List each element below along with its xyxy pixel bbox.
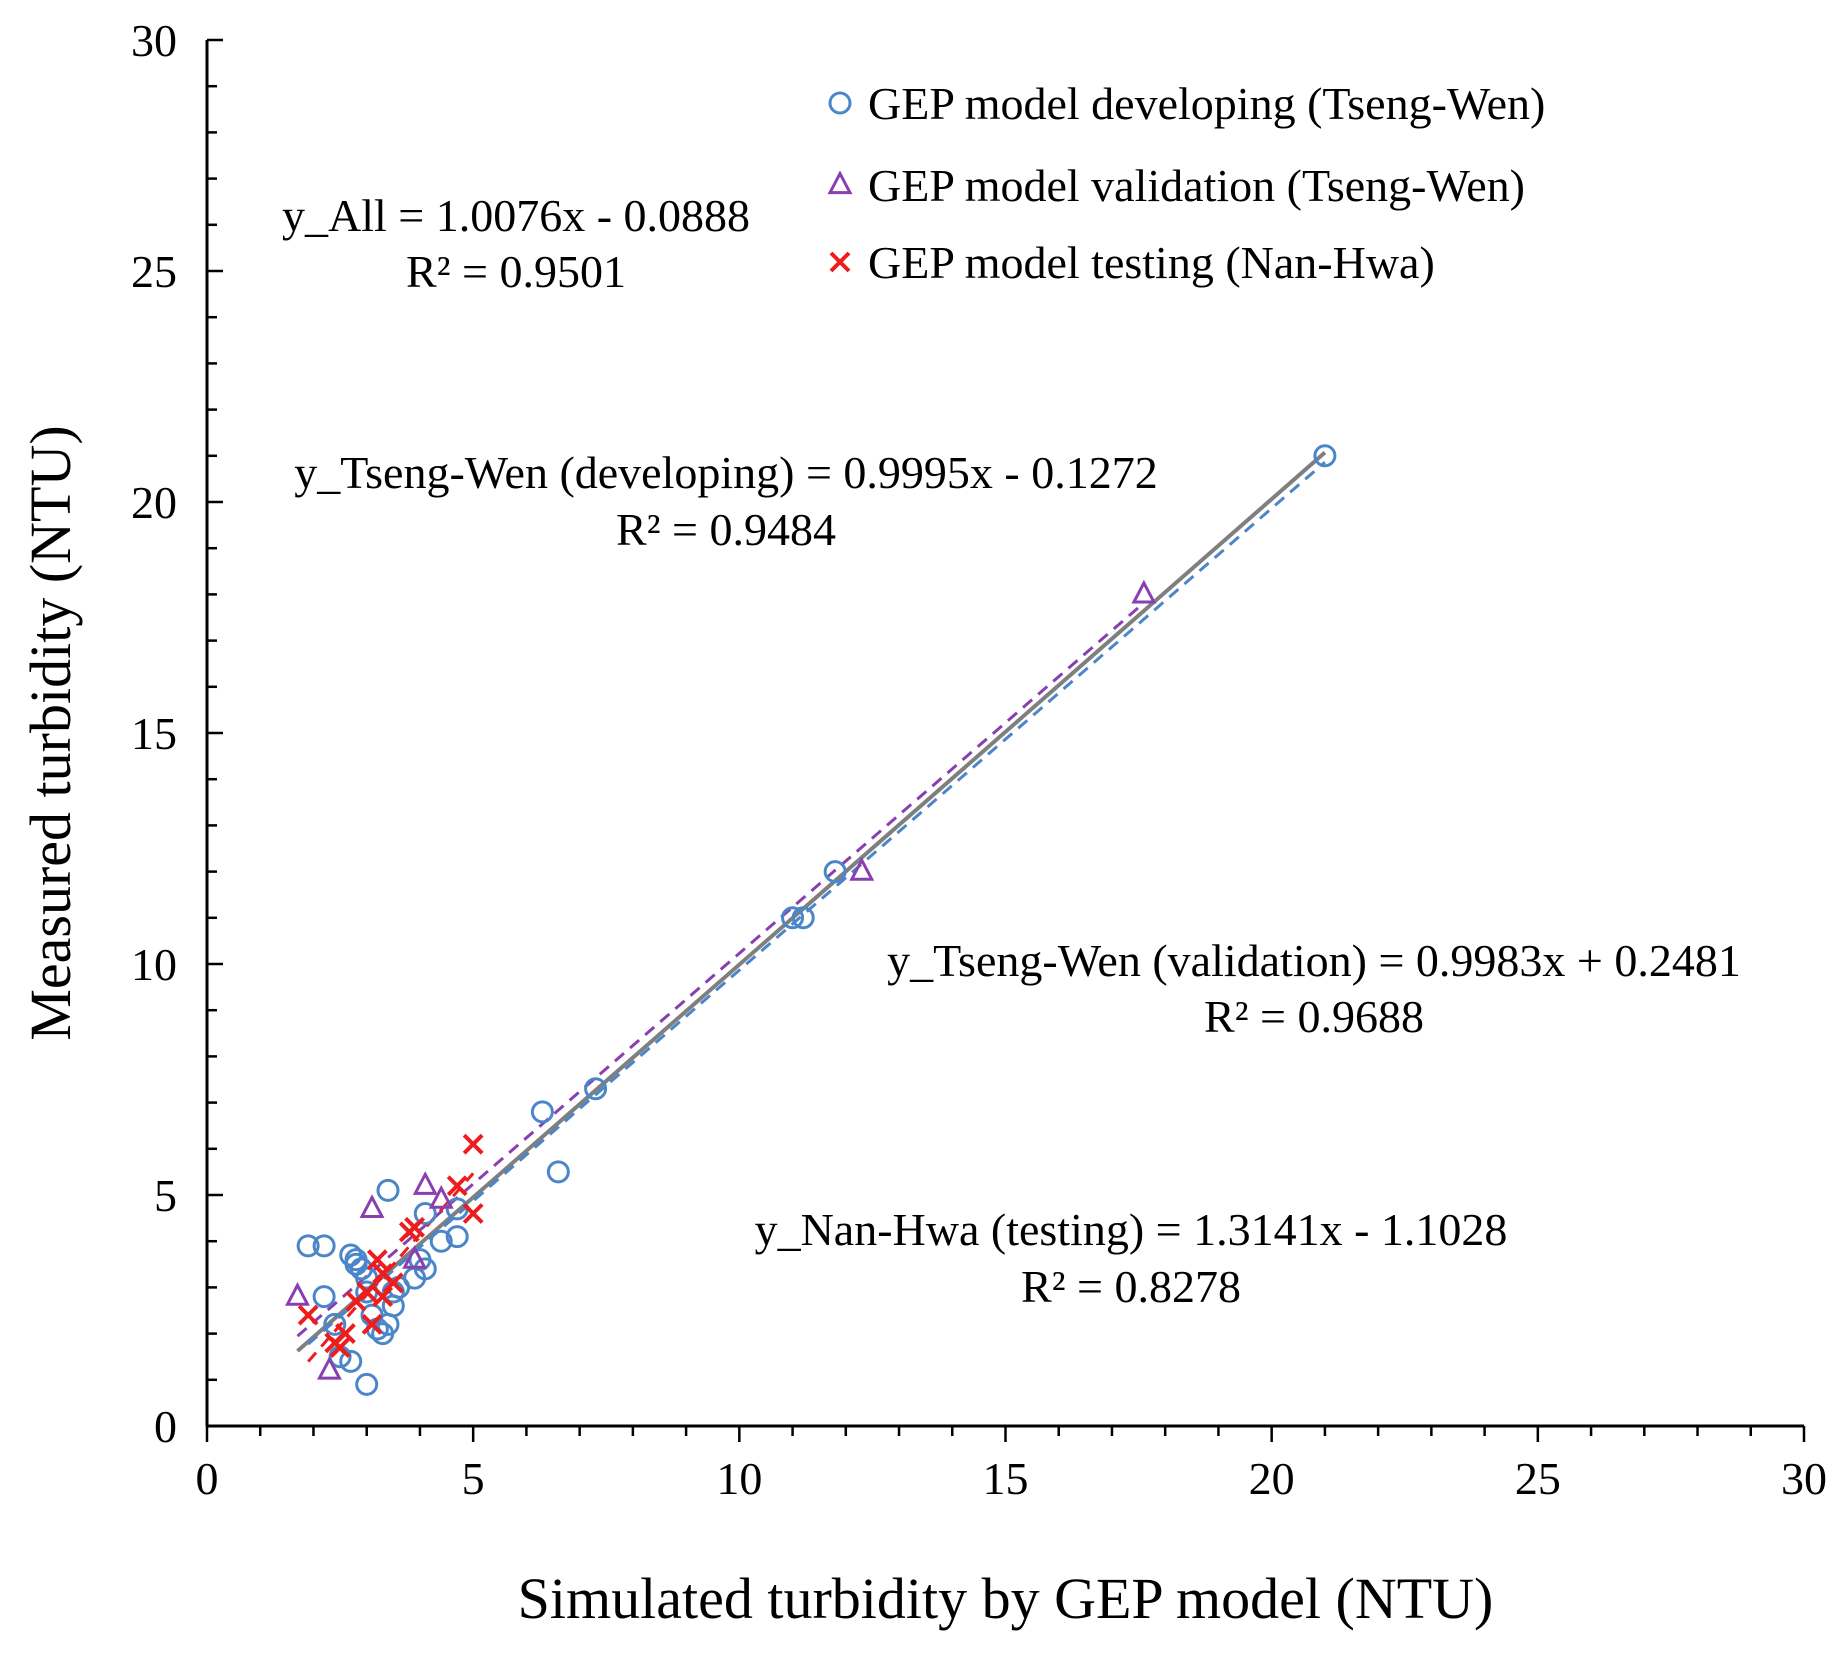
trendline-developing bbox=[307, 461, 1326, 1346]
y-tick-label: 20 bbox=[131, 477, 177, 528]
testing-point bbox=[462, 1133, 484, 1155]
legend-marker-shape bbox=[829, 251, 851, 273]
testing-point bbox=[372, 1286, 394, 1308]
testing-point bbox=[404, 1216, 426, 1238]
x-tick-label: 10 bbox=[716, 1453, 762, 1504]
axis-layer: 0 5 10 15 20 25 30 0 5 10 15 20 25 30 bbox=[131, 15, 1827, 1504]
testing-point bbox=[366, 1249, 388, 1271]
developing-point bbox=[413, 1201, 437, 1225]
legend-label-developing: GEP model developing (Tseng-Wen) bbox=[868, 78, 1545, 129]
y-tick-label: 25 bbox=[131, 246, 177, 297]
validation-point bbox=[316, 1355, 342, 1380]
equation-validation: y_Tseng-Wen (validation) = 0.9983x + 0.2… bbox=[887, 935, 1741, 986]
validation-point bbox=[1131, 579, 1157, 604]
equation-developing: y_Tseng-Wen (developing) = 0.9995x - 0.1… bbox=[294, 447, 1157, 498]
developing-point bbox=[429, 1229, 453, 1253]
legend-marker-shape bbox=[827, 170, 853, 195]
developing-point bbox=[296, 1234, 320, 1258]
trendline-validation bbox=[296, 601, 1145, 1338]
legend-marker-validation bbox=[827, 170, 853, 195]
legend-label-testing: GEP model testing (Nan-Hwa) bbox=[868, 237, 1435, 288]
y-tick-label: 15 bbox=[131, 708, 177, 759]
y-tick-label: 5 bbox=[154, 1170, 177, 1221]
y-tick-label: 10 bbox=[131, 939, 177, 990]
developing-point bbox=[376, 1178, 400, 1202]
r-squared-all: R² = 0.9501 bbox=[406, 246, 626, 297]
developing-point bbox=[312, 1234, 336, 1258]
legend-marker-testing bbox=[829, 251, 851, 273]
developing-point bbox=[355, 1372, 379, 1396]
validation-point bbox=[402, 1245, 428, 1269]
validation-point bbox=[428, 1184, 454, 1209]
testing-point bbox=[356, 1281, 378, 1303]
y-axis-title: Measured turbidity (NTU) bbox=[18, 425, 83, 1040]
validation-point bbox=[359, 1194, 385, 1218]
testing-point bbox=[361, 1313, 383, 1335]
x-axis-title: Simulated turbidity by GEP model (NTU) bbox=[518, 1566, 1494, 1631]
testing-point bbox=[462, 1203, 484, 1224]
x-tick-label: 20 bbox=[1249, 1453, 1295, 1504]
x-tick-label: 5 bbox=[462, 1453, 485, 1504]
developing-point bbox=[781, 906, 805, 930]
validation-point bbox=[412, 1171, 438, 1195]
y-tick-label: 30 bbox=[131, 15, 177, 66]
developing-point bbox=[823, 860, 847, 884]
developing-point bbox=[546, 1160, 570, 1184]
data-point-layer bbox=[285, 444, 1337, 1396]
regression-annotations: y_All = 1.0076x - 0.0888 R² = 0.9501 y_T… bbox=[282, 190, 1741, 1312]
developing-point bbox=[584, 1077, 608, 1101]
testing-point bbox=[446, 1175, 468, 1197]
developing-point bbox=[1313, 444, 1337, 468]
x-tick-label: 0 bbox=[196, 1453, 219, 1504]
developing-point bbox=[323, 1312, 347, 1336]
x-tick-label: 25 bbox=[1515, 1453, 1561, 1504]
equation-testing: y_Nan-Hwa (testing) = 1.3141x - 1.1028 bbox=[755, 1204, 1508, 1255]
x-tick-label: 15 bbox=[983, 1453, 1029, 1504]
testing-point bbox=[382, 1272, 404, 1294]
legend-label-validation: GEP model validation (Tseng-Wen) bbox=[868, 160, 1525, 211]
developing-point bbox=[312, 1285, 336, 1309]
testing-point bbox=[334, 1323, 356, 1345]
developing-point bbox=[413, 1257, 437, 1281]
legend: GEP model developing (Tseng-Wen) GEP mod… bbox=[827, 78, 1545, 288]
developing-point bbox=[530, 1100, 554, 1124]
validation-point bbox=[285, 1282, 310, 1306]
r-squared-testing: R² = 0.8278 bbox=[1021, 1261, 1241, 1312]
x-tick-label: 30 bbox=[1781, 1453, 1827, 1504]
developing-point bbox=[445, 1225, 469, 1249]
validation-point bbox=[849, 856, 875, 881]
equation-all: y_All = 1.0076x - 0.0888 bbox=[282, 190, 750, 241]
y-tick-label: 0 bbox=[154, 1401, 177, 1452]
legend-marker-developing bbox=[828, 91, 852, 115]
legend-marker-shape bbox=[828, 91, 852, 115]
r-squared-validation: R² = 0.9688 bbox=[1204, 991, 1424, 1042]
developing-point bbox=[791, 906, 815, 930]
testing-point bbox=[297, 1304, 319, 1326]
r-squared-developing: R² = 0.9484 bbox=[616, 504, 836, 555]
testing-point bbox=[329, 1337, 351, 1358]
developing-point bbox=[339, 1349, 363, 1373]
